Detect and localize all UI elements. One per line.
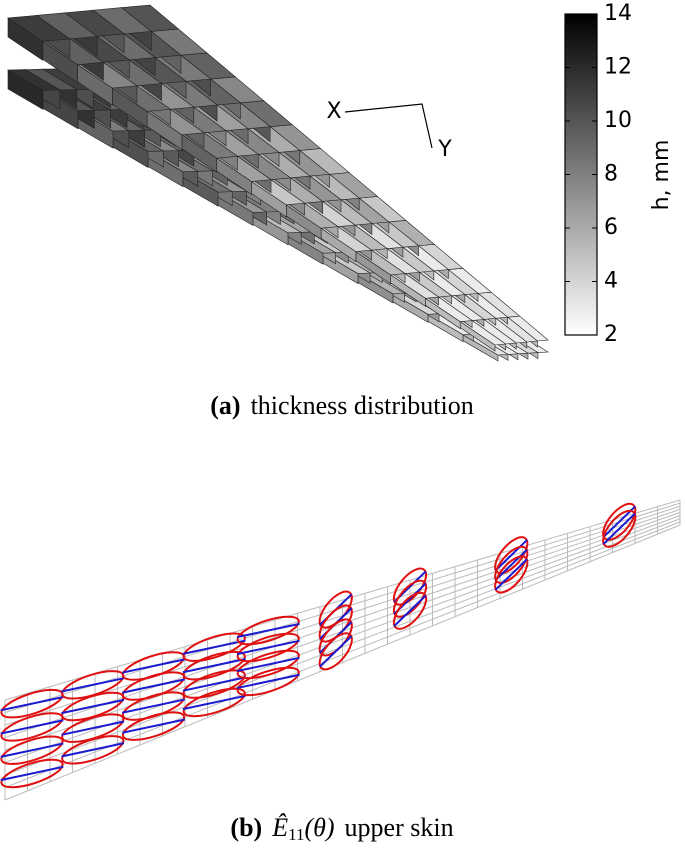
fiber-direction [121,658,186,674]
fiber-direction [0,742,64,758]
fiber-direction [0,696,64,712]
wing-stiffness-plot [0,499,681,801]
stiffness-polar [236,632,300,663]
colorbar-ticks: 2 4 6 8 10 12 14 [565,1,632,347]
grid-line [4,524,681,801]
colorbar-label: h, mm [649,140,674,211]
grid-line [4,499,681,701]
fiber-direction [182,694,246,711]
stiffness-polar [602,509,637,548]
colorbar-tick-label: 12 [604,55,632,80]
grid-line [4,502,681,713]
fiber-direction [61,742,125,758]
stiffness-polar [236,649,300,680]
caption-label: (b) [230,813,262,842]
fiber-direction [236,639,300,656]
wing-thickness-plot [6,4,549,362]
stiffness-polar [182,687,246,718]
fiber-direction [319,635,353,668]
stiffness-polar [182,669,246,699]
colorbar-tick-label: 2 [604,322,618,347]
grid-line [4,515,681,763]
stiffness-polar [236,666,300,697]
caption-a: (a) thickness distribution [210,391,474,420]
fiber-direction [121,718,186,734]
fiber-direction [61,720,125,736]
grid-line [4,518,681,776]
stiffness-polar [318,632,353,671]
colorbar-tick-label: 8 [604,162,618,187]
caption-argument: (θ) [304,813,334,842]
axis-label-y: Y [437,137,452,162]
stiffness-polar [392,591,428,630]
fiber-direction [494,539,528,572]
fiber-direction [494,558,528,591]
caption-symbol: Ê [271,813,288,842]
fiber-direction [0,719,64,735]
caption-label: (a) [210,391,240,420]
fiber-direction [0,765,64,782]
fiber-direction [236,622,300,639]
fiber-direction [61,698,125,715]
stiffness-polar [494,545,529,584]
fiber-direction [602,512,636,545]
wing-block [6,69,61,91]
stiffness-polar [0,758,64,789]
stiffness-polar [236,615,300,646]
colorbar-tick-label: 6 [604,215,618,240]
caption-subscript: 11 [288,825,304,844]
grid-line [4,521,681,788]
fiber-direction [121,678,186,694]
fiber-direction [121,698,186,714]
fiber-direction [182,676,246,692]
stiffness-polar [121,711,186,741]
colorbar [564,13,598,336]
axis-label-x: X [326,99,341,124]
fiber-direction [182,639,246,655]
stiffness-polar [61,735,125,765]
stiffness-polar [0,735,64,765]
stiffness-polar [182,632,246,662]
axis-triad [344,103,433,149]
fiber-direction [182,657,246,674]
grid-line [4,508,681,738]
colorbar-tick-label: 10 [604,108,632,133]
stiffness-polar [494,555,529,594]
fiber-direction [236,673,300,690]
fiber-direction [494,548,528,581]
fiber-direction [236,656,300,673]
stiffness-polar [602,502,637,541]
caption-b: (b) Ê11(θ) upper skin [230,813,453,844]
stiffness-polar [494,536,529,575]
colorbar-tick-label: 14 [604,1,632,26]
fiber-direction [61,677,125,693]
fiber-direction [393,594,427,627]
caption-text: thickness distribution [251,391,474,420]
wing-block [7,15,71,42]
stiffness-polar [182,650,246,681]
caption-text: upper skin [345,813,454,842]
colorbar-tick-label: 4 [604,269,618,294]
